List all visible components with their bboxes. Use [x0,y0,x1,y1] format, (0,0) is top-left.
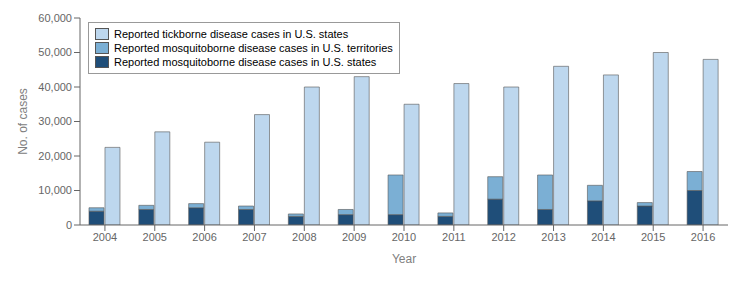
svg-text:2004: 2004 [93,231,117,243]
svg-text:2015: 2015 [641,231,665,243]
html-text:Reported mosquitoborne disease: Reported mosquitoborne disease cases in … [114,42,393,54]
svg-text:No. of cases: No. of cases [16,88,30,155]
html-text:Reported mosquitoborne disease: Reported mosquitoborne disease cases in … [114,56,377,68]
svg-text:30,000: 30,000 [38,115,72,127]
svg-text:Year: Year [392,252,416,266]
svg-text:2010: 2010 [392,231,416,243]
svg-text:40,000: 40,000 [38,81,72,93]
svg-text:50,000: 50,000 [38,46,72,58]
svg-text:2009: 2009 [342,231,366,243]
svg-text:2005: 2005 [143,231,167,243]
svg-text:2007: 2007 [242,231,266,243]
svg-text:2011: 2011 [442,231,466,243]
svg-text:10,000: 10,000 [38,184,72,196]
svg-text:20,000: 20,000 [38,150,72,162]
html-text:Reported tickborne disease cas: Reported tickborne disease cases in U.S.… [114,28,349,40]
svg-text:2012: 2012 [491,231,515,243]
svg-text:2006: 2006 [192,231,216,243]
svg-text:0: 0 [66,219,72,231]
svg-text:2014: 2014 [591,231,615,243]
svg-text:2016: 2016 [691,231,715,243]
svg-text:2013: 2013 [541,231,565,243]
svg-text:60,000: 60,000 [38,12,72,24]
svg-text:2008: 2008 [292,231,316,243]
